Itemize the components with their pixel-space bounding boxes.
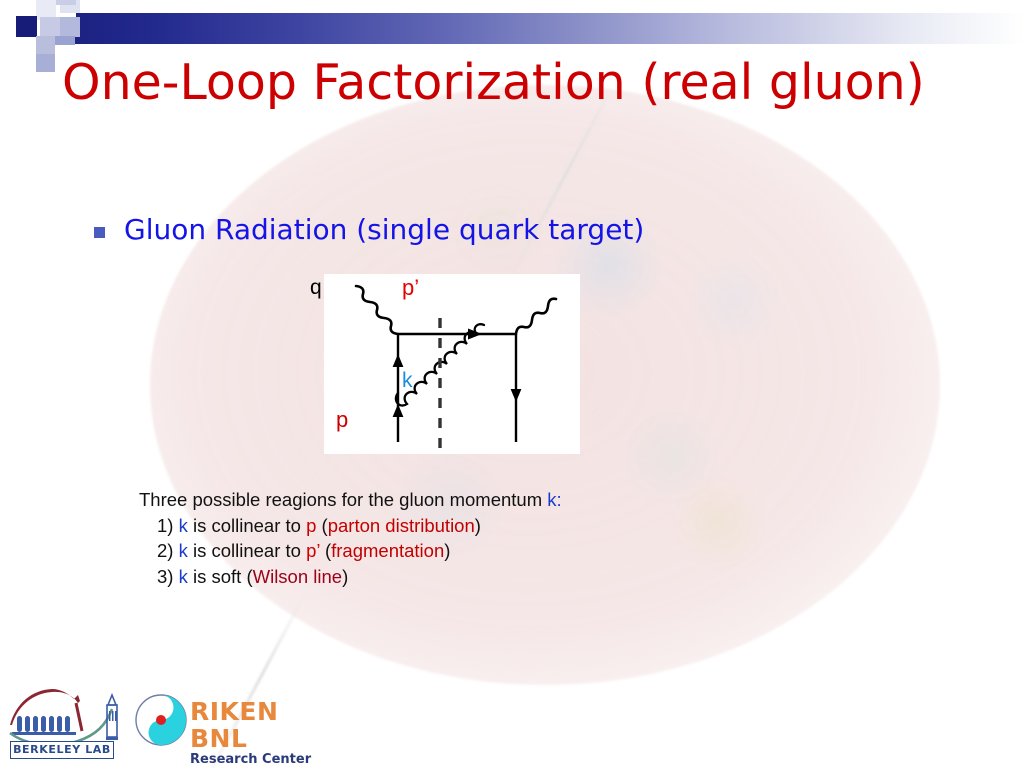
- checker-square-mid-1: [40, 17, 60, 37]
- berkeley-roof-line: [74, 702, 84, 732]
- quark-arrow-right: [510, 389, 522, 402]
- checker-square-mid-3: [36, 36, 55, 54]
- explanation-heading: Three possible reagions for the gluon mo…: [139, 487, 562, 513]
- item-3-open-paren: (: [246, 565, 253, 587]
- berkeley-base-bar: [12, 732, 76, 735]
- feynman-diagram-frame: q p’ k p: [310, 274, 580, 454]
- label-p: p: [336, 407, 349, 432]
- checker-square-mid-2: [60, 17, 80, 37]
- berkeley-columns: [17, 716, 70, 732]
- feynman-diagram-svg: [354, 284, 558, 450]
- berkeley-lab-wordmark: BERKELEY LAB: [10, 741, 114, 759]
- riken-yin-yang-shape: [148, 695, 186, 745]
- item-1-k: k: [178, 514, 188, 536]
- item-1-close-paren: ): [474, 514, 481, 536]
- header-gradient-bar: [60, 13, 1024, 44]
- checker-square-light-1: [36, 0, 56, 20]
- item-2-middle: is collinear to: [187, 540, 307, 561]
- berkeley-roof-shape: [10, 689, 80, 725]
- item-2-close-paren: ): [444, 540, 451, 561]
- item-1-number: 1): [157, 514, 174, 536]
- explanation-heading-k: k: [547, 489, 557, 510]
- item-2-number: 2): [157, 540, 174, 561]
- riken-bnl-logo: RIKEN BNL Research Center: [134, 688, 324, 767]
- explanation-heading-prefix: Three possible reagions for the gluon mo…: [139, 489, 548, 510]
- header-decoration: [0, 0, 1024, 72]
- item-1-middle: is collinear to: [187, 514, 307, 536]
- explanation-item-3: 3) k is soft (Wilson line): [139, 564, 562, 590]
- explanation-item-2: 2) k is collinear to p’ (fragmentation): [139, 538, 562, 564]
- explanation-block: Three possible reagions for the gluon mo…: [139, 487, 562, 589]
- item-3-term: Wilson line: [252, 565, 343, 587]
- quark-arrow-left-upper: [392, 354, 404, 367]
- quark-arrow-left-lower: [392, 404, 404, 417]
- explanation-heading-colon: :: [556, 489, 562, 510]
- bullet-row-gluon-radiation: Gluon Radiation (single quark target): [94, 213, 644, 247]
- item-3-middle: is soft: [187, 565, 247, 587]
- label-p-prime: p’: [402, 275, 420, 300]
- checker-square-mid-4: [55, 36, 75, 45]
- outgoing-photon-wavy-line: [514, 297, 558, 336]
- item-2-term: fragmentation: [331, 540, 445, 561]
- riken-bnl-text: RIKEN BNL Research Center: [190, 698, 324, 767]
- checker-square-dark-navy: [16, 16, 37, 37]
- item-3-close-paren: ): [342, 565, 349, 587]
- berkeley-campanile: [106, 692, 118, 740]
- checker-square-top-faint: [56, 0, 76, 5]
- item-2-open-paren: (: [319, 540, 332, 561]
- checker-square-low: [36, 54, 55, 72]
- gluon-spiral-line: [394, 323, 486, 407]
- item-1-momentum: p: [306, 514, 317, 536]
- page-title: One-Loop Factorization (real gluon): [62, 54, 925, 111]
- item-1-open-paren: (: [316, 514, 328, 536]
- item-2-momentum: p’: [306, 540, 320, 561]
- label-q: q: [310, 276, 322, 299]
- berkeley-lab-logo: BERKELEY LAB: [8, 683, 130, 763]
- riken-bnl-subtitle: Research Center: [190, 752, 312, 767]
- riken-center-dot: [156, 715, 166, 725]
- bullet-label: Gluon Radiation (single quark target): [124, 213, 645, 246]
- explanation-item-1: 1) k is collinear to p (parton distribut…: [139, 513, 562, 539]
- item-3-number: 3): [157, 565, 174, 587]
- incoming-photon-wavy-line: [354, 284, 400, 336]
- label-k: k: [402, 369, 413, 392]
- item-1-term: parton distribution: [327, 514, 475, 536]
- item-3-k: k: [178, 565, 188, 587]
- berkeley-lab-logo-svg: [9, 689, 118, 747]
- riken-bnl-mark-svg: [135, 694, 187, 746]
- square-bullet-icon: [94, 226, 105, 238]
- item-2-k: k: [178, 540, 188, 561]
- riken-bnl-title: RIKEN BNL: [190, 697, 279, 753]
